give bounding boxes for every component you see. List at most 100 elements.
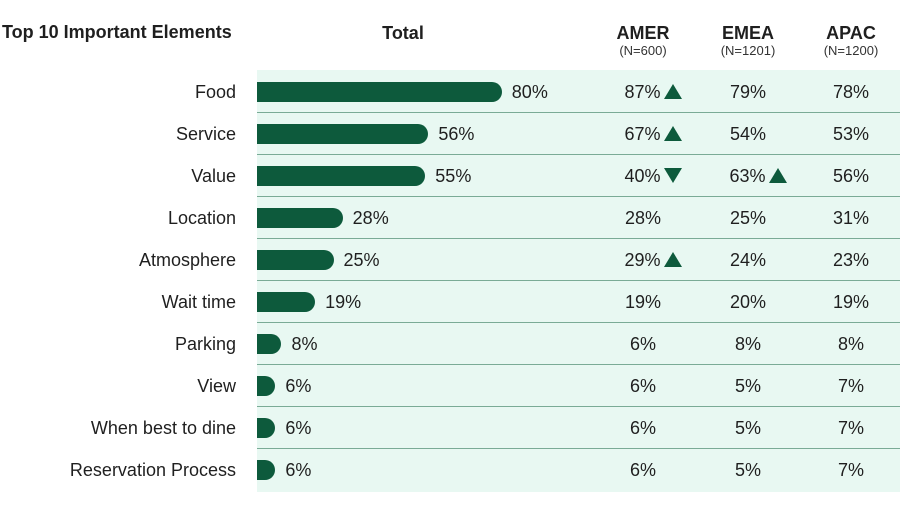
column-header-total: Total: [353, 22, 453, 44]
cell-emea: 5%: [698, 365, 798, 407]
cell-amer-value: 6%: [629, 334, 656, 354]
cell-emea: 25%: [698, 197, 798, 239]
cell-amer: 87%: [593, 71, 693, 113]
cell-apac: 56%: [801, 155, 900, 197]
triangle-up-icon: [663, 125, 682, 141]
table-row: Reservation Process 6% 6% 5% 7%: [0, 449, 900, 491]
cell-emea-value: 54%: [729, 124, 767, 144]
cell-apac: 31%: [801, 197, 900, 239]
bar-value-label: 8%: [291, 334, 318, 354]
cell-apac-value: 19%: [832, 292, 870, 312]
table-row: Atmosphere 25% 29% 24% 23%: [0, 239, 900, 281]
cell-apac-value: 23%: [832, 250, 870, 270]
bar-total: [257, 82, 502, 102]
cell-emea: 63%: [698, 155, 798, 197]
cell-apac-value: 53%: [832, 124, 870, 144]
column-header-emea: EMEA (N=1201): [698, 22, 798, 58]
cell-apac-content: 8%: [838, 323, 864, 365]
cell-emea: 5%: [698, 407, 798, 449]
cell-amer: 6%: [593, 449, 693, 491]
cell-apac: 78%: [801, 71, 900, 113]
cell-apac-content: 56%: [833, 155, 869, 197]
cell-amer: 29%: [593, 239, 693, 281]
bar-value-label: 56%: [438, 124, 475, 144]
table-row: When best to dine 6% 6% 5% 7%: [0, 407, 900, 449]
bar-value-label: 55%: [435, 166, 472, 186]
cell-apac-value: 31%: [832, 208, 870, 228]
cell-emea-value: 20%: [729, 292, 767, 312]
bar-total: [257, 292, 316, 312]
cell-apac-value: 7%: [837, 460, 864, 480]
category-label: Atmosphere: [138, 250, 236, 270]
cell-apac-value: 56%: [832, 166, 870, 186]
table-row: Food 80% 87% 79% 78%: [0, 71, 900, 113]
cell-amer-value: 6%: [629, 376, 656, 396]
cell-emea-content: 54%: [730, 113, 766, 155]
column-header-emea-n: (N=1201): [720, 43, 776, 58]
cell-amer: 19%: [593, 281, 693, 323]
category-label: Reservation Process: [69, 460, 236, 480]
cell-apac: 8%: [801, 323, 900, 365]
bar-total: [257, 418, 276, 438]
column-header-amer-label: AMER: [616, 23, 670, 43]
cell-apac: 19%: [801, 281, 900, 323]
cell-amer: 6%: [593, 365, 693, 407]
cell-amer-value: 40%: [624, 166, 661, 186]
cell-apac: 7%: [801, 365, 900, 407]
cell-amer-content: 19%: [625, 281, 661, 323]
cell-emea-content: 8%: [735, 323, 761, 365]
row-divider: [257, 406, 900, 407]
cell-amer: 40%: [593, 155, 693, 197]
cell-emea: 20%: [698, 281, 798, 323]
triangle-down-icon: [663, 167, 682, 183]
cell-amer: 6%: [593, 407, 693, 449]
cell-apac-content: 53%: [833, 113, 869, 155]
cell-emea-content: 79%: [730, 71, 766, 113]
cell-apac-content: 78%: [833, 71, 869, 113]
cell-apac-content: 7%: [838, 407, 864, 449]
bar-value-label: 19%: [325, 292, 362, 312]
table-row: View 6% 6% 5% 7%: [0, 365, 900, 407]
row-divider: [257, 322, 900, 323]
column-header-amer-n: (N=600): [619, 43, 667, 58]
cell-apac-value: 7%: [837, 418, 864, 438]
cell-emea-value: 5%: [734, 460, 761, 480]
cell-amer: 6%: [593, 323, 693, 365]
bar-total: [257, 208, 343, 228]
cell-amer-content: 6%: [630, 365, 656, 407]
cell-apac: 23%: [801, 239, 900, 281]
cell-amer-content: 6%: [630, 449, 656, 491]
row-divider: [257, 154, 900, 155]
row-divider: [257, 364, 900, 365]
category-label: Food: [194, 82, 236, 102]
table-row: Wait time 19% 19% 20% 19%: [0, 281, 900, 323]
cell-emea-content: 24%: [730, 239, 766, 281]
cell-emea-content: 5%: [735, 365, 761, 407]
cell-amer: 67%: [593, 113, 693, 155]
cell-amer-content: 40%: [624, 155, 682, 197]
cell-amer-content: 29%: [624, 239, 682, 281]
cell-amer-value: 19%: [624, 292, 662, 312]
cell-emea-value: 25%: [729, 208, 767, 228]
category-label: Value: [191, 166, 236, 186]
cell-emea-value: 5%: [734, 376, 761, 396]
triangle-up-icon: [663, 251, 682, 267]
table-row: Service 56% 67% 54% 53%: [0, 113, 900, 155]
triangle-up-icon: [768, 167, 787, 183]
bar-total: [257, 250, 334, 270]
cell-amer-content: 67%: [624, 113, 682, 155]
column-header-emea-label: EMEA: [721, 23, 774, 43]
row-divider: [257, 448, 900, 449]
bar-value-label: 6%: [285, 376, 312, 396]
cell-amer-value: 67%: [624, 124, 661, 144]
column-header-total-label: Total: [382, 23, 424, 43]
cell-apac: 7%: [801, 449, 900, 491]
cell-amer-value: 6%: [629, 418, 656, 438]
bar-total: [257, 334, 282, 354]
row-divider: [257, 280, 900, 281]
cell-amer-content: 28%: [625, 197, 661, 239]
bar-value-label: 28%: [352, 208, 389, 228]
cell-amer-content: 6%: [630, 407, 656, 449]
cell-emea: 24%: [698, 239, 798, 281]
column-header-apac-label: APAC: [826, 23, 876, 43]
